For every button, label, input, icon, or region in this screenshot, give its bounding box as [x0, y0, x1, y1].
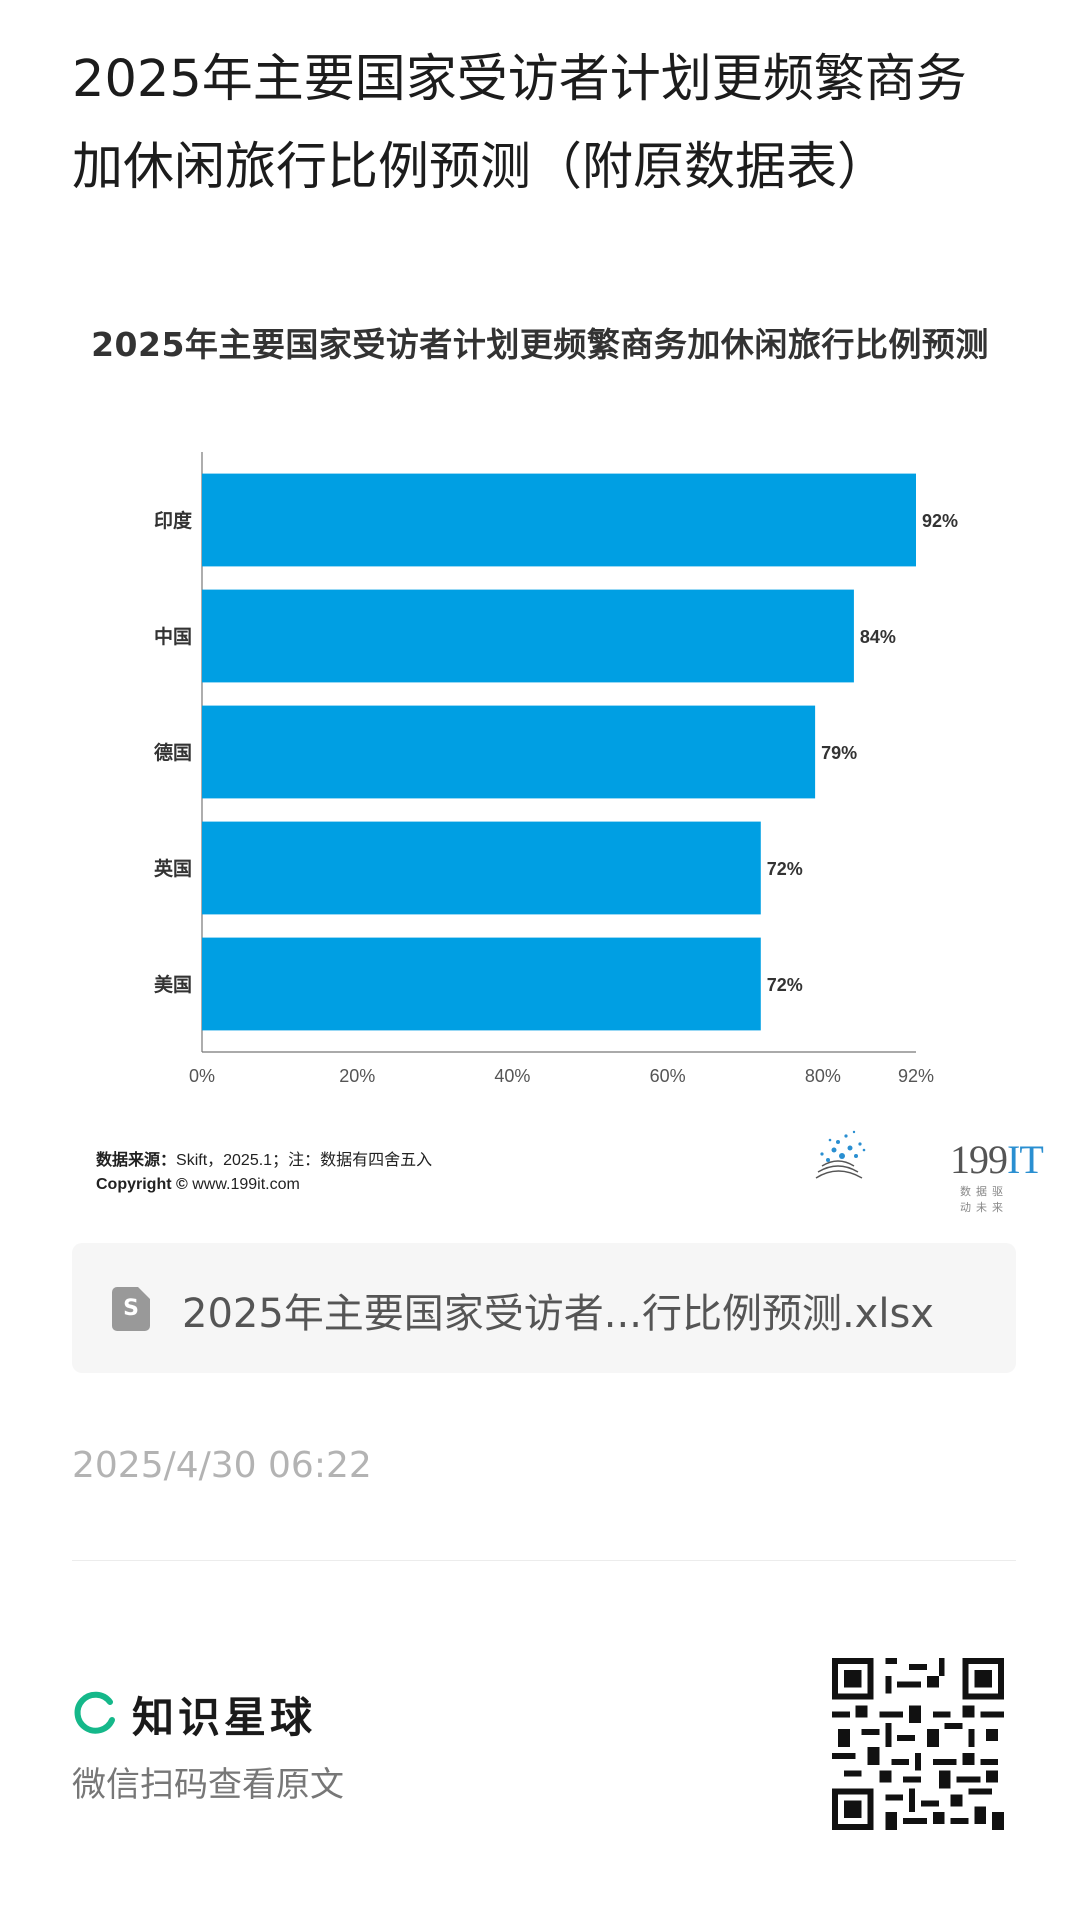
bar-4: [202, 937, 761, 1031]
planet-name: 知识星球: [132, 1693, 317, 1742]
source-line: 数据来源：Skift，2025.1；注：数据有四舍五入: [96, 1146, 432, 1170]
source-label: 数据来源：: [96, 1152, 177, 1169]
copyright-label: Copyright ©: [96, 1176, 188, 1193]
bar-chart: 印度 92% 中国 84% 德国 79% 英国 72% 美国 72% 0% 20% 40% 60% 80% 9…: [154, 452, 958, 1086]
bar-1: [202, 589, 854, 683]
attachment-file[interactable]: S 2025年主要国家受访者...行比例预测.xlsx: [72, 1243, 1016, 1373]
post-title: 2025年主要国家受访者计划更频繁商务加休闲旅行比例预测（附原数据表）: [72, 50, 967, 197]
bar-3: [202, 821, 761, 915]
divider: [72, 1560, 1016, 1561]
category-label-4: 美国: [154, 973, 192, 996]
value-label-4: 72%: [767, 975, 803, 995]
x-tick-label-0: 0%: [189, 1066, 215, 1086]
spreadsheet-icon: S: [112, 1287, 150, 1331]
knowledge-planet-icon: [74, 1691, 115, 1734]
value-label-3: 72%: [767, 859, 803, 879]
category-label-2: 德国: [154, 741, 192, 764]
brand-logo-icon: [815, 1130, 866, 1179]
value-label-2: 79%: [821, 743, 857, 763]
value-label-0: 92%: [922, 511, 958, 531]
x-tick-label-1: 20%: [339, 1066, 375, 1086]
file-name: 2025年主要国家受访者...行比例预测.xlsx: [182, 1291, 934, 1337]
x-tick-label-4: 80%: [805, 1066, 841, 1086]
brand-name: 199IT: [950, 1137, 1044, 1182]
chart-title: 2025年主要国家受访者计划更频繁商务加休闲旅行比例预测: [91, 325, 989, 364]
brand-tagline: 数据驱动未来: [960, 1185, 1008, 1214]
category-label-1: 中国: [154, 625, 192, 648]
x-tick-label-2: 40%: [494, 1066, 530, 1086]
bar-0: [202, 473, 916, 567]
x-tick-label-5: 92%: [898, 1066, 934, 1086]
post-timestamp: 2025/4/30 06:22: [72, 1445, 372, 1486]
copyright-line: Copyright © www.199it.com: [96, 1176, 300, 1194]
scan-prompt: 微信扫码查看原文: [72, 1765, 344, 1805]
source-text: Skift，2025.1；注：数据有四舍五入: [176, 1152, 433, 1169]
category-label-3: 英国: [154, 857, 192, 880]
chart-card: 印度 92% 中国 84% 德国 79% 英国 72% 美国 72% 0% 20% 40% 60% 80% 9…: [72, 290, 1044, 1230]
copyright-url: www.199it.com: [192, 1176, 300, 1193]
x-tick-label-3: 60%: [650, 1066, 686, 1086]
bar-2: [202, 705, 816, 799]
category-label-0: 印度: [154, 509, 193, 532]
qr-code-icon[interactable]: [832, 1658, 1004, 1830]
value-label-1: 84%: [860, 627, 896, 647]
